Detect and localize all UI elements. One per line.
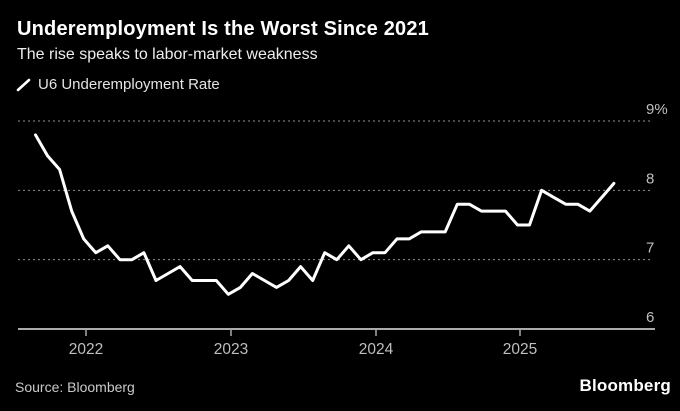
gridlines-layer	[18, 120, 651, 261]
series-line-u6-underemployment-rate	[34, 133, 616, 296]
y-axis-tick-label: 6	[646, 309, 654, 326]
legend: U6 Underemployment Rate	[16, 76, 220, 93]
x-axis-tick-label: 2022	[69, 341, 103, 358]
x-axis-tick-label: 2025	[503, 341, 537, 358]
y-axis-tick-label: 8	[646, 170, 654, 187]
y-axis-tick-label: 9%	[646, 101, 668, 118]
series-layer	[34, 133, 616, 296]
chart-title: Underemployment Is the Worst Since 2021	[17, 18, 429, 40]
legend-label: U6 Underemployment Rate	[38, 76, 220, 93]
x-axis-tick-label: 2024	[359, 341, 394, 358]
bloomberg-logo: Bloomberg	[579, 376, 671, 395]
y-axis-tick-label: 7	[646, 240, 654, 257]
legend-diagonal-line-icon	[16, 78, 31, 91]
x-axis-tick-label: 2023	[214, 341, 248, 358]
chart-subtitle: The rise speaks to labor-market weakness	[17, 46, 318, 63]
axis-layer: 9% 8 7 6 2022 2023 2024 2025	[18, 101, 668, 358]
source-note: Source: Bloomberg	[15, 379, 135, 395]
